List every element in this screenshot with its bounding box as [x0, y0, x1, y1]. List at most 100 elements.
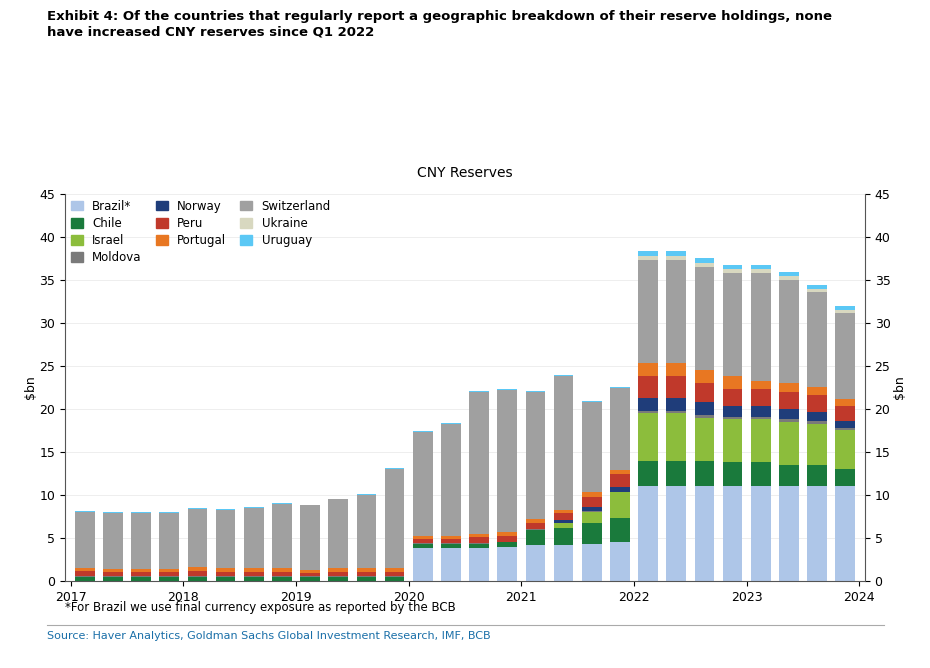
Bar [667, 363, 686, 376]
Bar [835, 313, 855, 399]
Bar [159, 569, 179, 572]
Bar [525, 519, 545, 522]
Bar [470, 544, 489, 548]
Bar [441, 543, 460, 544]
Bar [667, 411, 686, 413]
Bar [159, 513, 179, 569]
Bar [610, 492, 630, 518]
Bar [75, 568, 95, 571]
Bar [498, 390, 517, 532]
Bar [525, 530, 545, 545]
Bar [385, 568, 405, 572]
Bar [779, 420, 799, 422]
Bar [272, 504, 292, 568]
Bar [498, 542, 517, 546]
Bar [385, 572, 405, 576]
Bar [216, 509, 235, 510]
Bar [667, 486, 686, 581]
Bar [582, 492, 602, 497]
Bar [751, 273, 771, 381]
Bar [328, 500, 348, 568]
Bar [723, 265, 742, 269]
Bar [695, 415, 714, 418]
Bar [807, 465, 827, 486]
Bar [131, 572, 151, 576]
Bar [835, 428, 855, 430]
Bar [807, 387, 827, 395]
Bar [356, 494, 377, 495]
Bar [638, 251, 658, 256]
Bar [385, 468, 405, 469]
Bar [807, 292, 827, 387]
Bar [582, 402, 602, 492]
Bar [131, 512, 151, 513]
Bar [695, 370, 714, 383]
Bar [553, 545, 574, 581]
Bar [188, 576, 207, 577]
Bar [723, 420, 742, 462]
Bar [582, 401, 602, 402]
Bar [723, 417, 742, 420]
Bar [835, 405, 855, 421]
Bar [300, 570, 320, 572]
Bar [525, 545, 545, 581]
Bar [188, 577, 207, 581]
Bar [525, 391, 545, 519]
Bar [244, 508, 263, 568]
Bar [667, 461, 686, 486]
Bar [667, 413, 686, 461]
Bar [835, 430, 855, 469]
Bar [385, 469, 405, 568]
Bar [413, 539, 432, 543]
Bar [498, 546, 517, 581]
Bar [244, 577, 263, 581]
Bar [723, 486, 742, 581]
Bar [779, 409, 799, 420]
Bar [751, 381, 771, 389]
Bar [103, 577, 123, 581]
Bar [470, 391, 489, 534]
Bar [638, 461, 658, 486]
Bar [188, 509, 207, 567]
Bar [835, 310, 855, 313]
Bar [498, 532, 517, 536]
Bar [159, 576, 179, 577]
Bar [723, 273, 742, 376]
Bar [413, 432, 432, 536]
Bar [300, 576, 320, 577]
Bar [723, 389, 742, 406]
Bar [638, 397, 658, 411]
Bar [470, 543, 489, 544]
Bar [188, 571, 207, 576]
Bar [723, 406, 742, 417]
Bar [638, 376, 658, 397]
Bar [103, 513, 123, 569]
Bar [216, 576, 235, 577]
Bar [695, 267, 714, 370]
Bar [779, 465, 799, 486]
Bar [75, 577, 95, 581]
Bar [300, 577, 320, 581]
Bar [835, 399, 855, 405]
Bar [610, 474, 630, 488]
Bar [638, 256, 658, 260]
Y-axis label: $bn: $bn [24, 375, 36, 399]
Bar [272, 503, 292, 504]
Bar [610, 387, 630, 388]
Legend: Brazil*, Chile, Israel, Moldova, Norway, Peru, Portugal, Switzerland, Ukraine, U: Brazil*, Chile, Israel, Moldova, Norway,… [71, 200, 331, 264]
Bar [610, 470, 630, 474]
Text: CNY Reserves: CNY Reserves [418, 166, 512, 180]
Bar [272, 568, 292, 572]
Bar [300, 504, 320, 506]
Bar [582, 522, 602, 544]
Bar [356, 568, 377, 572]
Bar [385, 577, 405, 581]
Bar [553, 528, 574, 545]
Bar [723, 269, 742, 273]
Bar [638, 413, 658, 461]
Bar [75, 576, 95, 577]
Bar [695, 259, 714, 263]
Bar [638, 363, 658, 376]
Bar [638, 260, 658, 363]
Bar [356, 495, 377, 568]
